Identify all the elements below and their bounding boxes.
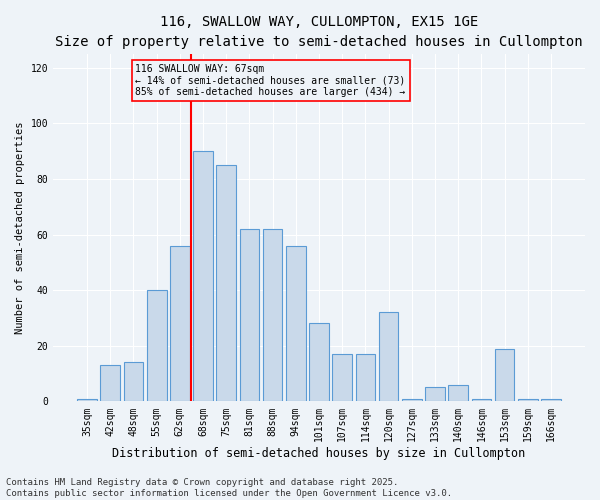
Bar <box>77 398 97 402</box>
Y-axis label: Number of semi-detached properties: Number of semi-detached properties <box>15 122 25 334</box>
Bar <box>402 398 422 402</box>
Text: 116 SWALLOW WAY: 67sqm
← 14% of semi-detached houses are smaller (73)
85% of sem: 116 SWALLOW WAY: 67sqm ← 14% of semi-det… <box>136 64 406 98</box>
Bar <box>309 324 329 402</box>
Title: 116, SWALLOW WAY, CULLOMPTON, EX15 1GE
Size of property relative to semi-detache: 116, SWALLOW WAY, CULLOMPTON, EX15 1GE S… <box>55 15 583 48</box>
Bar <box>379 312 398 402</box>
X-axis label: Distribution of semi-detached houses by size in Cullompton: Distribution of semi-detached houses by … <box>112 447 526 460</box>
Bar <box>263 229 283 402</box>
Text: Contains HM Land Registry data © Crown copyright and database right 2025.
Contai: Contains HM Land Registry data © Crown c… <box>6 478 452 498</box>
Bar <box>332 354 352 402</box>
Bar <box>448 384 468 402</box>
Bar <box>495 348 514 402</box>
Bar <box>124 362 143 402</box>
Bar <box>239 229 259 402</box>
Bar <box>217 165 236 402</box>
Bar <box>356 354 375 402</box>
Bar <box>170 246 190 402</box>
Bar <box>425 388 445 402</box>
Bar <box>472 398 491 402</box>
Bar <box>147 290 167 402</box>
Bar <box>518 398 538 402</box>
Bar <box>100 365 120 402</box>
Bar <box>286 246 305 402</box>
Bar <box>541 398 561 402</box>
Bar <box>193 151 213 402</box>
